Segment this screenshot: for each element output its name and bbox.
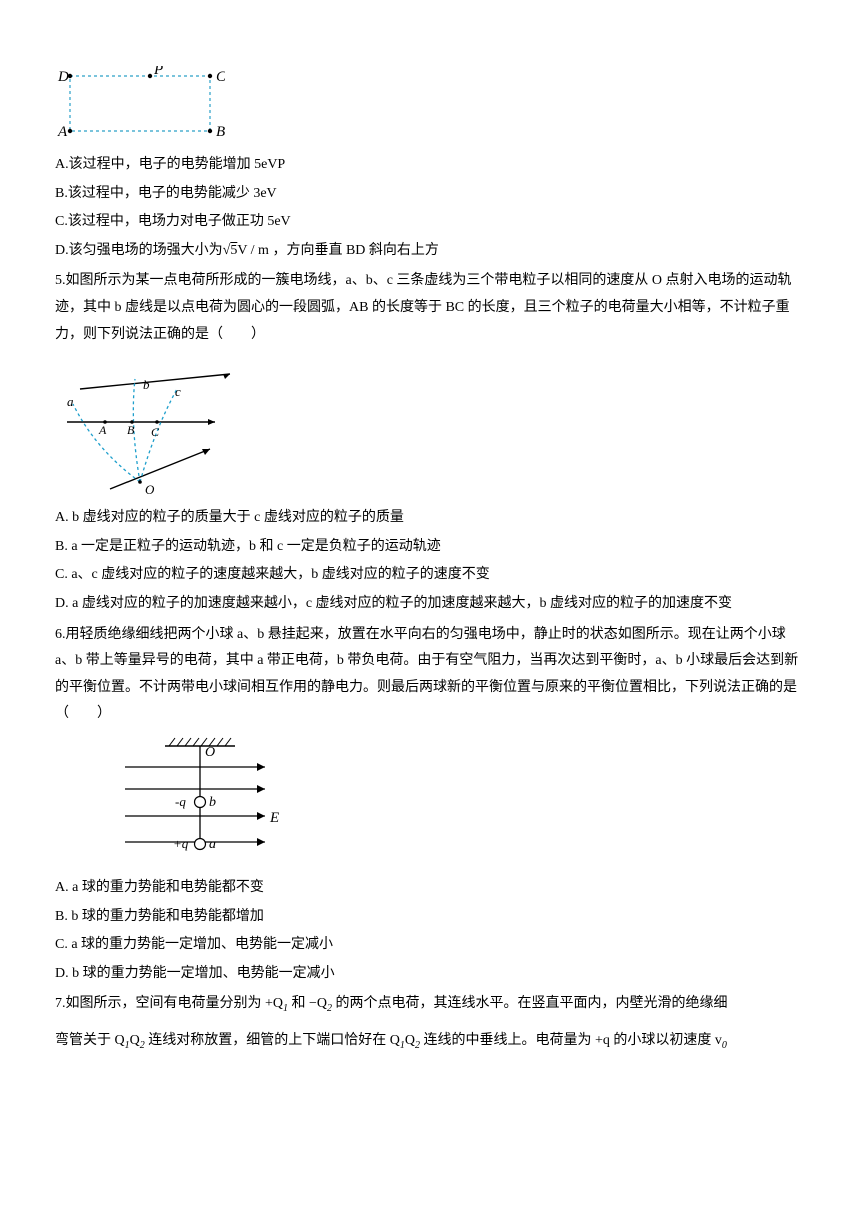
q6-optC: C. a 球的重力势能一定增加、电势能一定减小 <box>55 932 805 959</box>
q7-stem-line1: 7.如图所示，空间有电荷量分别为 +Q1 和 −Q2 的两个点电荷，其连线水平。… <box>55 991 805 1018</box>
q6-optD: D. b 球的重力势能一定增加、电势能一定减小 <box>55 961 805 988</box>
q5-stem: 5.如图所示为某一点电荷所形成的一簇电场线，a、b、c 三条虚线为三个带电粒子以… <box>55 268 805 348</box>
svg-text:C: C <box>216 69 225 85</box>
svg-text:B: B <box>127 423 135 437</box>
svg-text:B: B <box>216 124 225 140</box>
q6-stem: 6.用轻质绝缘细线把两个小球 a、b 悬挂起来，放置在水平向右的匀强电场中，静止… <box>55 622 805 728</box>
svg-text:b: b <box>143 377 150 392</box>
q5-optA: A. b 虚线对应的粒子的质量大于 c 虚线对应的粒子的质量 <box>55 505 805 532</box>
q7-sub0: 0 <box>722 1040 727 1051</box>
svg-text:c: c <box>175 384 181 399</box>
q7-p2e: 连线的中垂线上。电荷量为 +q 的小球以初速度 v <box>420 1033 722 1048</box>
q4-optA: A.该过程中，电子的电势能增加 5eVP <box>55 152 805 179</box>
svg-text:D: D <box>57 69 69 85</box>
svg-text:O: O <box>145 482 155 497</box>
q5-optD: D. a 虚线对应的粒子的加速度越来越小，c 虚线对应的粒子的加速度越来越大，b… <box>55 591 805 618</box>
q4-diagram: D P C A B <box>55 66 805 146</box>
q5-svg: a b c A B C O <box>55 354 240 499</box>
q5-optC: C. a、c 虚线对应的粒子的速度越来越大，b 虚线对应的粒子的速度不变 <box>55 562 805 589</box>
q7-p2b: Q <box>130 1033 140 1048</box>
q4-optD: D.该匀强电场的场强大小为√5V / m ，方向垂直 BD 斜向右上方 <box>55 238 805 265</box>
q4-optB: B.该过程中，电子的电势能减少 3eV <box>55 181 805 208</box>
q7-p2a: 弯管关于 Q <box>55 1033 125 1048</box>
svg-text:E: E <box>269 810 279 826</box>
svg-text:P: P <box>153 66 163 78</box>
svg-text:-q: -q <box>175 794 186 809</box>
svg-text:a: a <box>67 394 74 409</box>
q5-diagram: a b c A B C O <box>55 354 805 499</box>
q6-optA: A. a 球的重力势能和电势能都不变 <box>55 875 805 902</box>
svg-text:+q: +q <box>173 836 189 851</box>
q6-optB: B. b 球的重力势能和电势能都增加 <box>55 904 805 931</box>
q7-p1b: 和 −Q <box>288 996 327 1011</box>
q4-optD-suffix: V / m ，方向垂直 BD 斜向右上方 <box>237 243 439 258</box>
q6-diagram: O -q b +q a E <box>95 734 805 869</box>
svg-text:b: b <box>209 795 216 810</box>
q7-p1: 7.如图所示，空间有电荷量分别为 +Q <box>55 996 283 1011</box>
svg-text:O: O <box>205 745 215 760</box>
q5-optB: B. a 一定是正粒子的运动轨迹，b 和 c 一定是负粒子的运动轨迹 <box>55 534 805 561</box>
q6-svg: O -q b +q a E <box>95 734 295 869</box>
svg-text:a: a <box>209 837 216 852</box>
svg-text:A: A <box>57 124 68 140</box>
q4-optD-prefix: D.该匀强电场的场强大小为 <box>55 243 223 258</box>
svg-text:A: A <box>98 423 107 437</box>
q4-svg: D P C A B <box>55 66 225 146</box>
q7-p2d: Q <box>405 1033 415 1048</box>
q7-stem-line2: 弯管关于 Q1Q2 连线对称放置，细管的上下端口恰好在 Q1Q2 连线的中垂线上… <box>55 1028 805 1055</box>
q7-p2c: 连线对称放置，细管的上下端口恰好在 Q <box>145 1033 400 1048</box>
q7-p1c: 的两个点电荷，其连线水平。在竖直平面内，内壁光滑的绝缘细 <box>332 996 728 1011</box>
svg-text:C: C <box>151 425 160 439</box>
q4-optC: C.该过程中，电场力对电子做正功 5eV <box>55 209 805 236</box>
